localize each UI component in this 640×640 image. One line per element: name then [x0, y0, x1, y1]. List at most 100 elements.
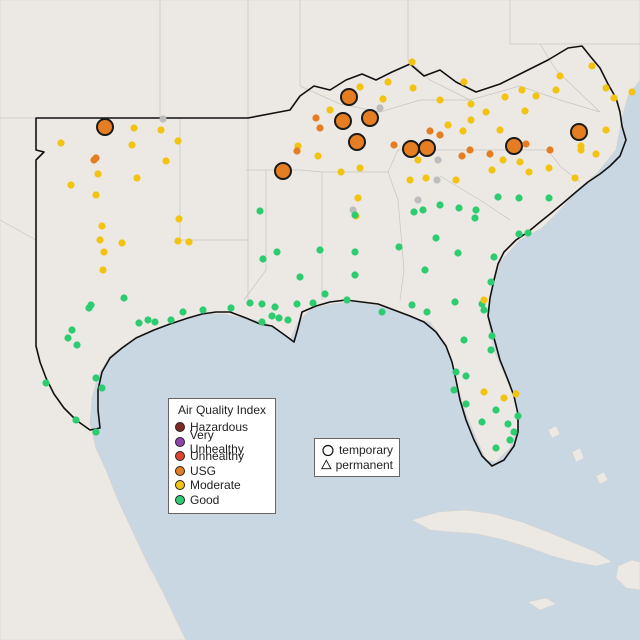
monitor-marker[interactable]	[522, 140, 530, 148]
monitor-marker[interactable]	[546, 146, 554, 154]
monitor-marker[interactable]	[395, 243, 403, 251]
monitor-marker[interactable]	[545, 164, 553, 172]
monitor-marker-large[interactable]	[340, 88, 358, 106]
monitor-marker[interactable]	[434, 156, 442, 164]
monitor-marker[interactable]	[151, 318, 159, 326]
monitor-marker[interactable]	[316, 246, 324, 254]
monitor-marker[interactable]	[309, 299, 317, 307]
monitor-marker[interactable]	[432, 234, 440, 242]
monitor-marker[interactable]	[602, 126, 610, 134]
monitor-marker[interactable]	[354, 194, 362, 202]
monitor-marker[interactable]	[433, 176, 441, 184]
monitor-marker[interactable]	[488, 332, 496, 340]
monitor-marker[interactable]	[460, 336, 468, 344]
monitor-marker[interactable]	[379, 95, 387, 103]
monitor-marker[interactable]	[92, 191, 100, 199]
monitor-marker[interactable]	[314, 152, 322, 160]
monitor-marker[interactable]	[467, 100, 475, 108]
monitor-marker[interactable]	[406, 176, 414, 184]
monitor-marker[interactable]	[518, 86, 526, 94]
monitor-marker[interactable]	[436, 131, 444, 139]
monitor-marker[interactable]	[162, 157, 170, 165]
monitor-marker[interactable]	[487, 278, 495, 286]
monitor-marker[interactable]	[185, 238, 193, 246]
monitor-marker[interactable]	[525, 168, 533, 176]
monitor-marker[interactable]	[326, 106, 334, 114]
monitor-marker[interactable]	[504, 420, 512, 428]
monitor-marker[interactable]	[556, 72, 564, 80]
monitor-marker[interactable]	[144, 316, 152, 324]
monitor-marker-large[interactable]	[274, 162, 292, 180]
monitor-marker[interactable]	[92, 374, 100, 382]
monitor-marker[interactable]	[532, 92, 540, 100]
monitor-marker[interactable]	[466, 146, 474, 154]
monitor-marker[interactable]	[628, 88, 636, 96]
monitor-marker[interactable]	[135, 319, 143, 327]
monitor-marker[interactable]	[316, 124, 324, 132]
monitor-marker[interactable]	[284, 316, 292, 324]
monitor-marker[interactable]	[120, 294, 128, 302]
monitor-marker[interactable]	[462, 400, 470, 408]
monitor-markers[interactable]	[42, 58, 636, 452]
monitor-marker[interactable]	[100, 248, 108, 256]
monitor-marker[interactable]	[246, 299, 254, 307]
monitor-marker[interactable]	[351, 211, 359, 219]
monitor-marker[interactable]	[472, 206, 480, 214]
monitor-marker[interactable]	[521, 107, 529, 115]
monitor-marker[interactable]	[85, 304, 93, 312]
monitor-marker[interactable]	[478, 418, 486, 426]
monitor-marker[interactable]	[390, 141, 398, 149]
monitor-marker[interactable]	[376, 104, 384, 112]
monitor-marker[interactable]	[130, 124, 138, 132]
monitor-marker[interactable]	[271, 303, 279, 311]
monitor-marker[interactable]	[98, 222, 106, 230]
monitor-marker[interactable]	[510, 428, 518, 436]
monitor-marker[interactable]	[275, 314, 283, 322]
monitor-marker[interactable]	[592, 150, 600, 158]
monitor-marker[interactable]	[343, 296, 351, 304]
monitor-marker[interactable]	[159, 115, 167, 123]
monitor-marker[interactable]	[492, 444, 500, 452]
monitor-marker[interactable]	[496, 126, 504, 134]
monitor-marker[interactable]	[467, 116, 475, 124]
monitor-marker[interactable]	[454, 249, 462, 257]
monitor-marker[interactable]	[351, 248, 359, 256]
monitor-marker[interactable]	[515, 230, 523, 238]
monitor-marker[interactable]	[512, 390, 520, 398]
monitor-marker[interactable]	[94, 170, 102, 178]
monitor-marker[interactable]	[312, 114, 320, 122]
monitor-marker-large[interactable]	[505, 137, 523, 155]
monitor-marker[interactable]	[92, 428, 100, 436]
monitor-marker[interactable]	[501, 93, 509, 101]
monitor-marker-large[interactable]	[418, 139, 436, 157]
monitor-marker[interactable]	[524, 229, 532, 237]
monitor-marker[interactable]	[68, 326, 76, 334]
monitor-marker[interactable]	[73, 341, 81, 349]
monitor-marker[interactable]	[486, 150, 494, 158]
monitor-marker[interactable]	[455, 204, 463, 212]
monitor-marker[interactable]	[462, 372, 470, 380]
monitor-marker-large[interactable]	[361, 109, 379, 127]
monitor-marker[interactable]	[414, 196, 422, 204]
monitor-marker-large[interactable]	[96, 118, 114, 136]
monitor-marker[interactable]	[423, 308, 431, 316]
monitor-marker[interactable]	[199, 306, 207, 314]
monitor-marker[interactable]	[351, 271, 359, 279]
monitor-marker[interactable]	[459, 127, 467, 135]
monitor-marker[interactable]	[258, 300, 266, 308]
monitor-marker[interactable]	[458, 152, 466, 160]
monitor-marker[interactable]	[602, 84, 610, 92]
monitor-marker[interactable]	[571, 174, 579, 182]
monitor-marker[interactable]	[175, 215, 183, 223]
monitor-marker[interactable]	[436, 96, 444, 104]
monitor-marker-large[interactable]	[402, 140, 420, 158]
monitor-marker[interactable]	[426, 127, 434, 135]
monitor-marker[interactable]	[610, 94, 618, 102]
monitor-marker[interactable]	[506, 436, 514, 444]
monitor-marker[interactable]	[414, 156, 422, 164]
monitor-marker[interactable]	[480, 296, 488, 304]
monitor-marker[interactable]	[72, 416, 80, 424]
monitor-marker[interactable]	[321, 290, 329, 298]
monitor-marker[interactable]	[337, 168, 345, 176]
